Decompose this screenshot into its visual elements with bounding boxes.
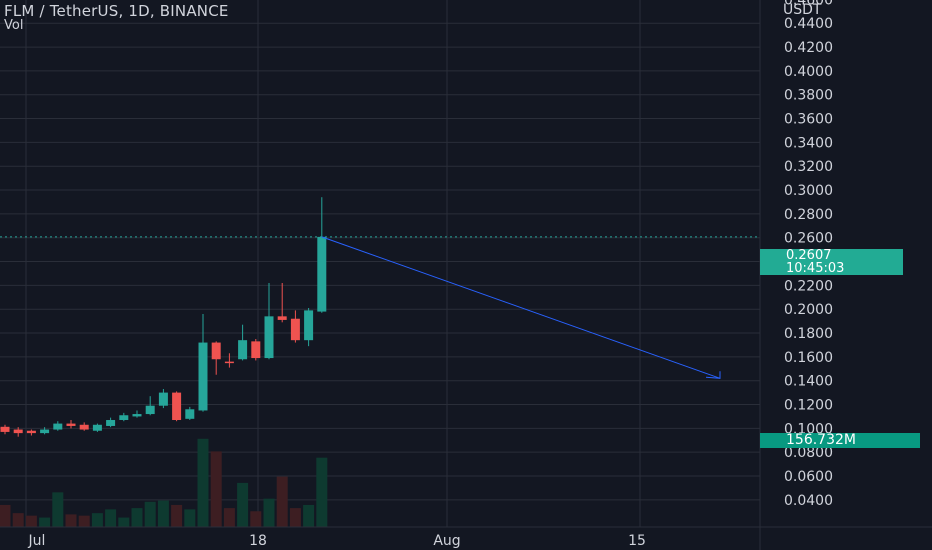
price-tick-label: 0.4000	[784, 64, 833, 80]
bar-countdown: 10:45:03	[786, 261, 845, 276]
price-tick-label: 0.3400	[784, 135, 833, 151]
volume-bar	[223, 508, 235, 527]
price-tick-label: 0.2800	[784, 207, 833, 223]
volume-bar	[316, 457, 328, 527]
volume-bar	[250, 511, 262, 527]
price-tick-label: 0.4600	[784, 0, 833, 8]
time-tick-label: Jul	[28, 533, 46, 549]
price-unit: USDT	[783, 2, 822, 18]
drawings[interactable]	[321, 236, 721, 379]
price-tick-label: 0.3800	[784, 88, 833, 104]
volume-bar	[91, 513, 103, 527]
legend: FLM / TetherUS, 1D, BINANCE Vol	[4, 2, 229, 33]
candle-up[interactable]	[119, 415, 129, 421]
volume-bar	[52, 492, 64, 527]
candle-up[interactable]	[264, 316, 274, 359]
candle-down[interactable]	[0, 426, 10, 432]
volume-bar	[12, 513, 24, 527]
volume-label[interactable]: Vol	[4, 18, 24, 33]
candle-up[interactable]	[304, 310, 314, 341]
last-volume-value: 156.732M	[786, 432, 856, 448]
price-tick-label: 0.1400	[784, 374, 833, 390]
candle-up[interactable]	[158, 392, 168, 406]
last-price-tag: 0.2607 10:45:03	[760, 249, 903, 275]
candle-up[interactable]	[40, 429, 50, 434]
candle-up[interactable]	[145, 405, 155, 415]
grid-lines	[0, 0, 760, 527]
price-axis[interactable]: 0.04000.06000.08000.10000.12000.14000.16…	[784, 0, 833, 509]
price-tick-label: 0.2600	[784, 231, 833, 247]
volume-bar	[237, 482, 249, 527]
volume-bar	[276, 476, 288, 527]
volume-bar	[39, 517, 51, 527]
candle-down[interactable]	[251, 341, 261, 359]
volume-bar	[263, 498, 275, 527]
price-tick-label: 0.1600	[784, 350, 833, 366]
price-tick-label: 0.2200	[784, 278, 833, 294]
volume-bar	[131, 508, 143, 527]
price-tick-label: 0.4200	[784, 40, 833, 56]
candle-down[interactable]	[277, 316, 287, 320]
price-tick-label: 0.0400	[784, 493, 833, 509]
volume-bar	[184, 509, 196, 527]
candle-down[interactable]	[211, 342, 221, 360]
time-tick-label: 15	[628, 533, 646, 549]
volume-bar	[157, 500, 169, 527]
time-axis[interactable]: Jul 18 Aug 15	[28, 533, 646, 549]
volume-bar	[0, 504, 11, 527]
candle-down[interactable]	[172, 392, 182, 421]
last-volume-tag: 156.732M	[760, 433, 920, 448]
volume-bar	[210, 451, 222, 527]
candle-down[interactable]	[79, 424, 89, 430]
candle-down[interactable]	[26, 430, 36, 434]
volume-bar	[144, 501, 156, 527]
time-tick-label: Aug	[433, 533, 460, 549]
candle-down[interactable]	[66, 423, 76, 426]
volume-bar	[171, 504, 183, 527]
price-tick-label: 0.2000	[784, 302, 833, 318]
candle-up[interactable]	[132, 414, 142, 417]
price-tick-label: 0.1800	[784, 326, 833, 342]
price-tick-label: 0.4400	[784, 16, 833, 32]
candle-up[interactable]	[53, 423, 63, 430]
price-tick-label: 0.3600	[784, 112, 833, 128]
volume-bar	[197, 438, 209, 527]
volume-bar	[78, 515, 90, 527]
arrow-head-icon	[705, 371, 721, 379]
time-tick-label: 18	[249, 533, 267, 549]
candle-down[interactable]	[290, 318, 300, 341]
volume-bar	[65, 514, 77, 527]
candle-up[interactable]	[317, 236, 327, 312]
candle-up[interactable]	[106, 420, 116, 426]
price-tick-label: 0.0600	[784, 469, 833, 485]
candle-up[interactable]	[238, 340, 248, 360]
volume-bar	[105, 509, 117, 527]
volume-bars	[0, 438, 328, 527]
candle-up[interactable]	[198, 342, 208, 411]
price-tick-label: 0.3200	[784, 159, 833, 175]
symbol-title[interactable]: FLM / TetherUS, 1D, BINANCE	[4, 2, 229, 20]
candles	[0, 197, 327, 437]
price-tick-label: 0.0800	[784, 445, 833, 461]
volume-bar	[303, 504, 315, 527]
trend-line[interactable]	[321, 236, 721, 379]
price-tick-label: 0.1200	[784, 398, 833, 414]
last-price-value: 0.2607	[786, 248, 832, 263]
price-tick-label: 0.3000	[784, 183, 833, 199]
candle-up[interactable]	[185, 409, 195, 419]
volume-bar	[25, 515, 37, 527]
candle-down[interactable]	[13, 429, 23, 434]
candle-down[interactable]	[224, 361, 234, 364]
volume-bar	[289, 508, 301, 527]
candle-up[interactable]	[92, 424, 102, 431]
volume-bar	[118, 517, 130, 527]
